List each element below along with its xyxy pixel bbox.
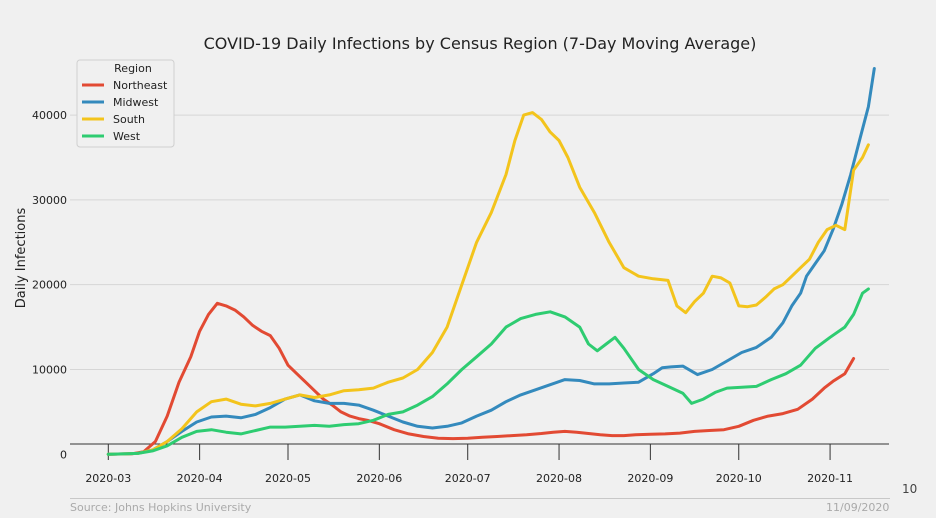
series-line-west	[106, 287, 870, 456]
legend-label-west: West	[113, 130, 141, 143]
y-tick-label: 40000	[32, 109, 67, 122]
series-lines	[106, 67, 876, 456]
legend-title: Region	[114, 62, 152, 75]
source-note: Source: Johns Hopkins University	[70, 501, 252, 514]
chart-title: COVID-19 Daily Infections by Census Regi…	[204, 34, 757, 53]
footer-divider	[70, 498, 890, 499]
chart: COVID-19 Daily Infections by Census Regi…	[14, 34, 889, 485]
y-tick-label: 20000	[32, 279, 67, 292]
legend-label-northeast: Northeast	[113, 79, 168, 92]
legend-label-south: South	[113, 113, 145, 126]
y-tick-label: 0	[60, 448, 67, 461]
legend: Region Northeast Midwest South West	[76, 59, 175, 148]
x-tick-label: 2020-07	[445, 472, 491, 485]
gridlines	[70, 114, 889, 370]
series-line-northeast	[106, 301, 856, 456]
x-tick-label: 2020-09	[627, 472, 673, 485]
series-line-south	[106, 111, 870, 456]
page-number: 10	[902, 482, 918, 496]
x-tick-label: 2020-05	[265, 472, 311, 485]
footer-date: 11/09/2020	[826, 501, 890, 514]
x-tick-label: 2020-03	[85, 472, 131, 485]
y-axis-ticks: 0 10000 20000 30000 40000	[32, 109, 67, 461]
x-tick-label: 2020-11	[807, 472, 853, 485]
series-line-midwest	[106, 67, 876, 456]
y-tick-label: 30000	[32, 194, 67, 207]
x-tick-label: 2020-08	[536, 472, 582, 485]
legend-label-midwest: Midwest	[113, 96, 159, 109]
legend-box	[76, 59, 175, 148]
x-axis-ticks: 2020-03 2020-04 2020-05 2020-06 2020-07 2020-…	[85, 444, 853, 485]
x-tick-label: 2020-10	[716, 472, 762, 485]
y-tick-label: 10000	[32, 363, 67, 376]
x-tick-label: 2020-04	[177, 472, 223, 485]
x-tick-label: 2020-06	[356, 472, 402, 485]
y-axis-label: Daily Infections	[14, 208, 29, 309]
